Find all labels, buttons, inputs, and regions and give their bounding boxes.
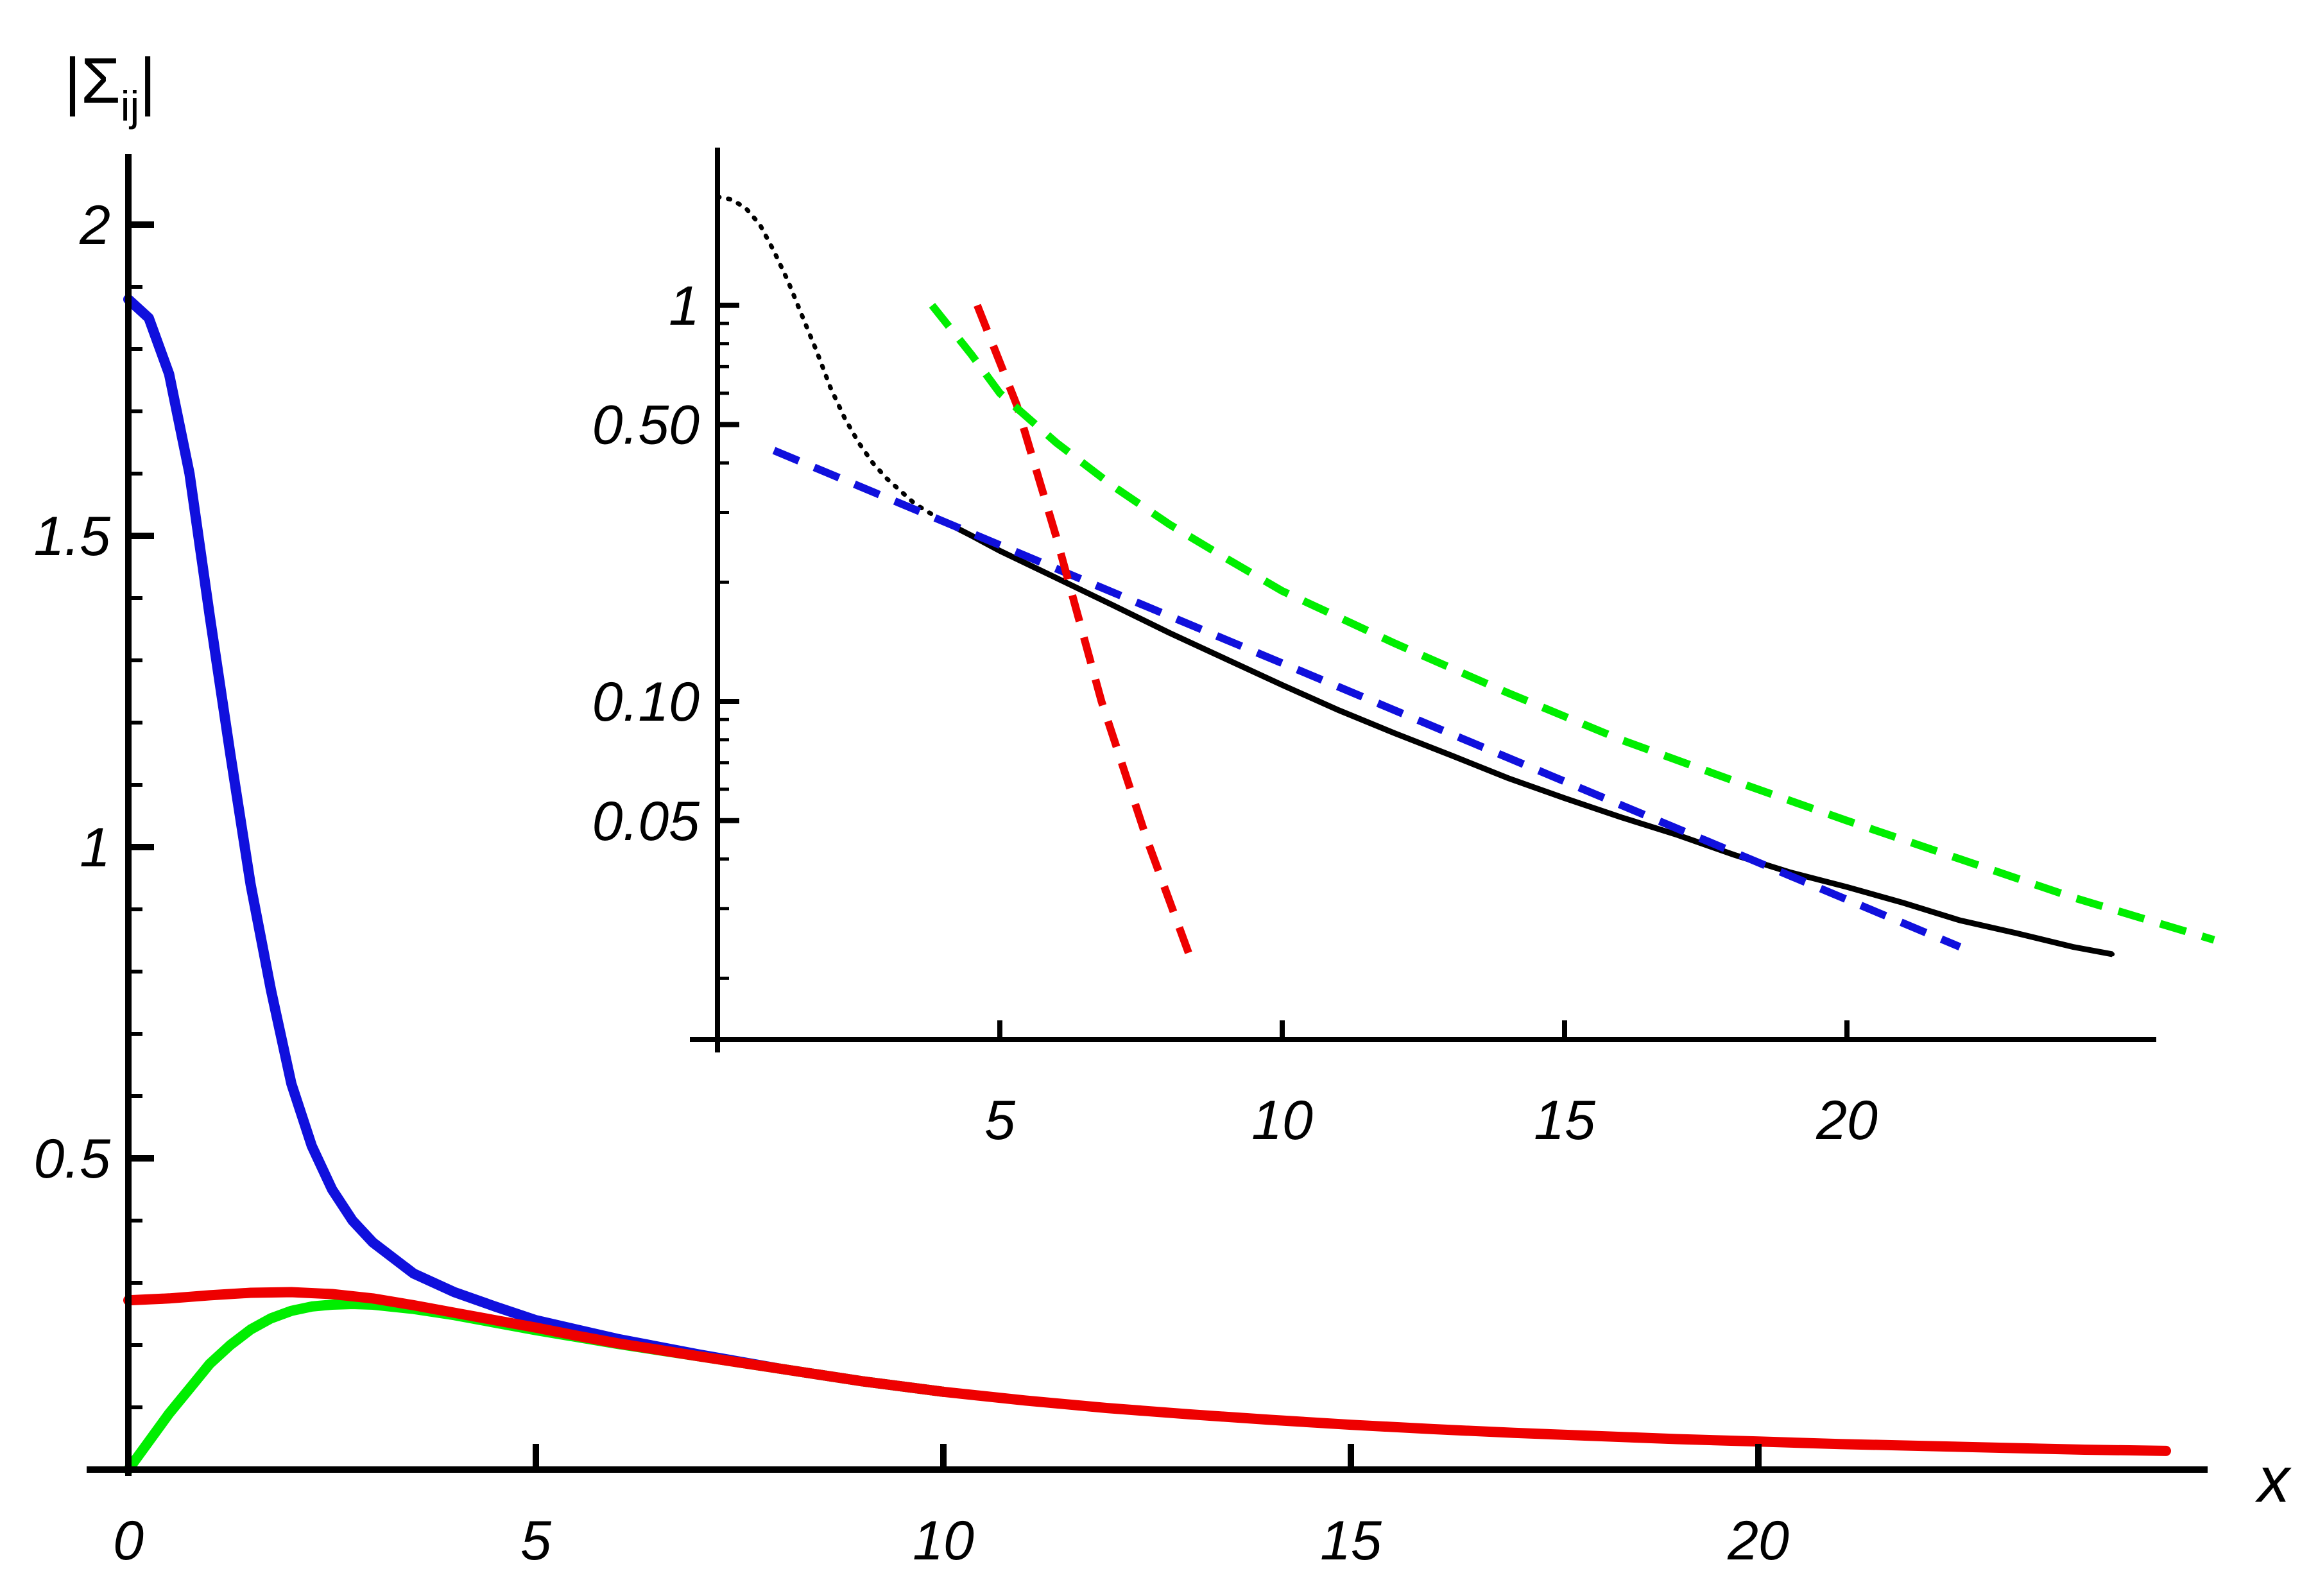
main-series-group (123, 294, 2171, 1475)
inset-series-group (715, 194, 2215, 963)
main-y-tick-label: 0.5 (33, 1128, 111, 1190)
main-x-tick-label: 10 (913, 1510, 974, 1572)
inset-series-line-0-solid (941, 519, 2113, 957)
inset-x-tick-label: 10 (1251, 1090, 1313, 1151)
main-panel: 0 5 10 15 200.511.52 |Σij| x (33, 45, 2292, 1572)
inset-y-tick-label: 0.05 (592, 791, 701, 852)
main-x-tick-label: 15 (1320, 1510, 1382, 1572)
main-series-line-0 (123, 294, 949, 1397)
main-y-axis-title: |Σij| (64, 45, 156, 130)
inset-series-line-3 (929, 303, 2215, 944)
inset-series-line-0 (715, 194, 2115, 957)
main-x-axis-title: x (2255, 1444, 2292, 1516)
inset-x-tick-label: 5 (984, 1090, 1016, 1151)
inset-y-tick-label: 0.10 (592, 671, 700, 733)
main-x-tick-label: 5 (520, 1510, 552, 1572)
inset-x-tick-label: 15 (1534, 1090, 1596, 1151)
main-y-tick-label: 1 (80, 817, 110, 879)
inset-x-tick-label: 20 (1816, 1090, 1878, 1151)
inset-series-line-2 (974, 304, 1196, 963)
inset-axes: 5 10 15 20 0.05 0.10 0.50 1 (592, 148, 2156, 1151)
main-y-tick-label: 2 (79, 194, 110, 256)
inset-panel: 5 10 15 20 0.05 0.10 0.50 1 (592, 148, 2215, 1151)
main-x-tick-label: 0 (113, 1510, 144, 1572)
inset-y-tick-label: 1 (669, 275, 700, 337)
main-axes: 0 5 10 15 200.511.52 (33, 154, 2208, 1572)
inset-y-tick-label: 0.50 (592, 395, 700, 456)
main-y-tick-label: 1.5 (33, 506, 111, 567)
main-x-tick-label: 20 (1727, 1510, 1789, 1572)
inset-series-line-1 (772, 447, 1962, 951)
main-series-line-2 (123, 1287, 2171, 1456)
